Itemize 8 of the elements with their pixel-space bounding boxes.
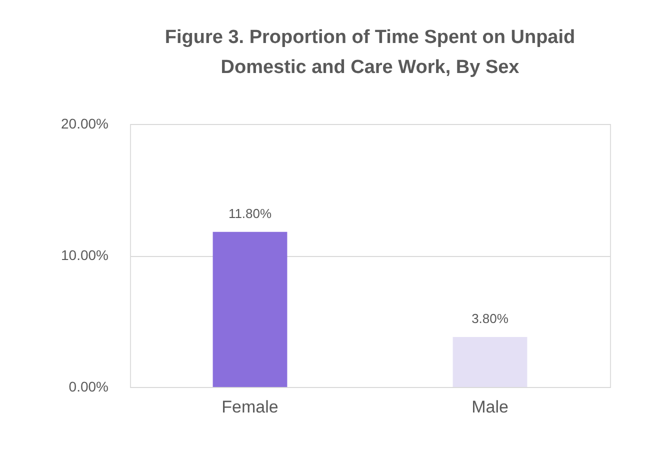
chart-title: Figure 3. Proportion of Time Spent on Unpaid Domestic and Care Work, By Sex <box>164 27 576 78</box>
x-tick-label: Male <box>472 398 508 416</box>
y-tick-label: 0.00% <box>68 378 108 394</box>
y-tick-label: 20.00% <box>61 116 108 132</box>
y-tick-label: 10.00% <box>61 247 108 263</box>
x-tick-label: Female <box>222 398 278 416</box>
data-label: 3.80% <box>472 311 509 326</box>
data-label: 11.80% <box>228 206 272 221</box>
